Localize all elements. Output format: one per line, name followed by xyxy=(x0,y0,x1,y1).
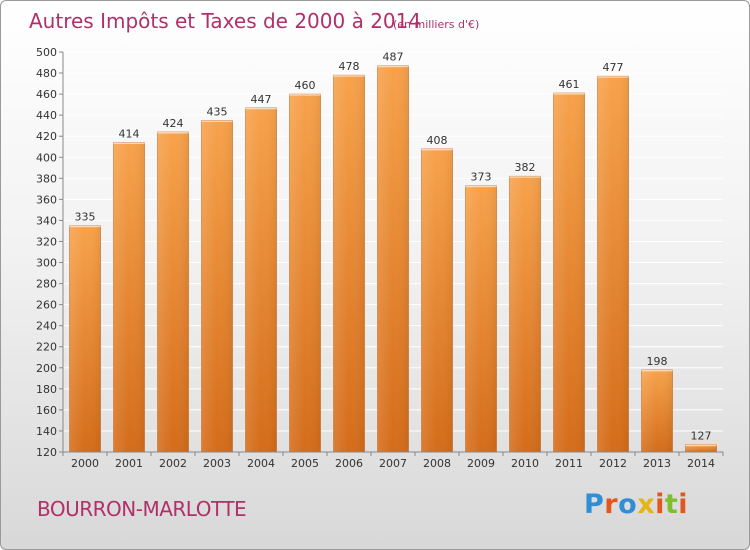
y-tick-label: 360 xyxy=(36,193,57,206)
bar-shading xyxy=(553,93,585,452)
data-label: 460 xyxy=(295,79,316,92)
x-tick-label: 2007 xyxy=(379,457,407,470)
data-label: 435 xyxy=(207,105,228,118)
y-tick-label: 220 xyxy=(36,341,57,354)
data-label: 478 xyxy=(339,60,360,73)
y-tick-label: 260 xyxy=(36,299,57,312)
bar-shading xyxy=(157,132,189,452)
logo-letter: r xyxy=(604,489,619,520)
bar-top-highlight xyxy=(245,107,277,110)
bar-shading xyxy=(597,76,629,453)
y-tick-label: 500 xyxy=(36,46,57,59)
x-tick-label: 2006 xyxy=(335,457,363,470)
y-tick-label: 340 xyxy=(36,214,57,227)
x-tick-label: 2008 xyxy=(423,457,451,470)
y-tick-label: 280 xyxy=(36,278,57,291)
x-tick-label: 2003 xyxy=(203,457,231,470)
y-tick-label: 420 xyxy=(36,130,57,143)
bar-top-highlight xyxy=(597,76,629,78)
x-tick-label: 2012 xyxy=(599,457,627,470)
chart-title: Autres Impôts et Taxes de 2000 à 2014 xyxy=(29,9,421,33)
data-label: 198 xyxy=(647,355,668,368)
x-tick-label: 2009 xyxy=(467,457,495,470)
bar-top-highlight xyxy=(641,369,673,372)
x-tick-label: 2001 xyxy=(115,457,143,470)
y-tick-label: 440 xyxy=(36,109,57,122)
y-tick-label: 400 xyxy=(36,151,57,164)
y-tick-label: 380 xyxy=(36,172,57,185)
data-label: 477 xyxy=(603,61,624,74)
chart-subtitle: (en milliers d'€) xyxy=(393,18,479,31)
data-label: 382 xyxy=(515,161,536,174)
bar-top-highlight xyxy=(377,65,409,68)
proxiti-logo: Proxiti xyxy=(584,489,688,520)
x-tick-label: 2005 xyxy=(291,457,319,470)
logo-text: Proxiti xyxy=(584,489,688,520)
x-tick-label: 2013 xyxy=(643,457,671,470)
bar-shading xyxy=(641,369,673,452)
bar-shading xyxy=(289,94,321,453)
bar-top-highlight xyxy=(157,132,189,134)
x-tick-label: 2014 xyxy=(687,457,715,470)
x-tick-label: 2010 xyxy=(511,457,539,470)
data-label: 447 xyxy=(251,93,272,106)
bar-shading xyxy=(69,225,101,452)
bar-shading xyxy=(201,120,233,452)
logo-letter: P xyxy=(584,489,605,520)
bar-top-highlight xyxy=(553,93,585,95)
logo-letter: i xyxy=(655,489,665,520)
bars: 335 414 424 435 447 460 478 487 408 373 382 461 477 1… xyxy=(69,51,717,453)
bar-top-highlight xyxy=(509,176,541,178)
bar-shading xyxy=(465,185,497,452)
y-tick-label: 480 xyxy=(36,67,57,80)
bar-top-highlight xyxy=(69,225,101,228)
y-tick-label: 200 xyxy=(36,362,57,375)
bar-shading xyxy=(377,65,409,453)
logo-letter: x xyxy=(637,489,656,520)
bar-top-highlight xyxy=(201,120,233,122)
logo-letter: i xyxy=(678,489,689,520)
data-label: 424 xyxy=(163,117,184,130)
place-name: BOURRON-MARLOTTE xyxy=(37,497,247,521)
bar-shading xyxy=(113,142,145,453)
data-label: 408 xyxy=(427,134,448,147)
x-tick-label: 2011 xyxy=(555,457,583,470)
bar-shading xyxy=(509,176,541,453)
x-tick-label: 2002 xyxy=(159,457,187,470)
y-tick-label: 300 xyxy=(36,257,57,270)
y-tick-label: 140 xyxy=(36,425,57,438)
axes: 120 140 160 180 200 220 240 260 280 300 320 340 360 3… xyxy=(36,46,724,470)
y-tick-label: 180 xyxy=(36,383,57,396)
y-tick-label: 240 xyxy=(36,320,57,333)
bar-shading xyxy=(685,444,717,452)
bar-shading xyxy=(333,75,365,452)
bar-top-highlight xyxy=(465,185,497,188)
bar-shading xyxy=(245,107,277,452)
data-label: 373 xyxy=(471,171,492,184)
y-tick-label: 120 xyxy=(36,446,57,459)
logo-letter: o xyxy=(618,489,638,520)
logo-letter: t xyxy=(664,489,679,520)
bar-shading xyxy=(421,148,453,452)
bar-top-highlight xyxy=(421,148,453,151)
data-label: 461 xyxy=(559,78,580,91)
x-tick-label: 2004 xyxy=(247,457,275,470)
bar-top-highlight xyxy=(113,142,145,145)
data-label: 414 xyxy=(119,128,140,141)
bar-top-highlight xyxy=(289,94,321,96)
y-tick-label: 160 xyxy=(36,404,57,417)
data-label: 487 xyxy=(383,51,404,64)
bar-top-highlight xyxy=(685,444,717,447)
x-tick-label: 2000 xyxy=(71,457,99,470)
bar-top-highlight xyxy=(333,75,365,77)
y-tick-label: 320 xyxy=(36,235,57,248)
data-label: 127 xyxy=(691,430,712,443)
y-tick-label: 460 xyxy=(36,88,57,101)
data-label: 335 xyxy=(75,211,96,224)
